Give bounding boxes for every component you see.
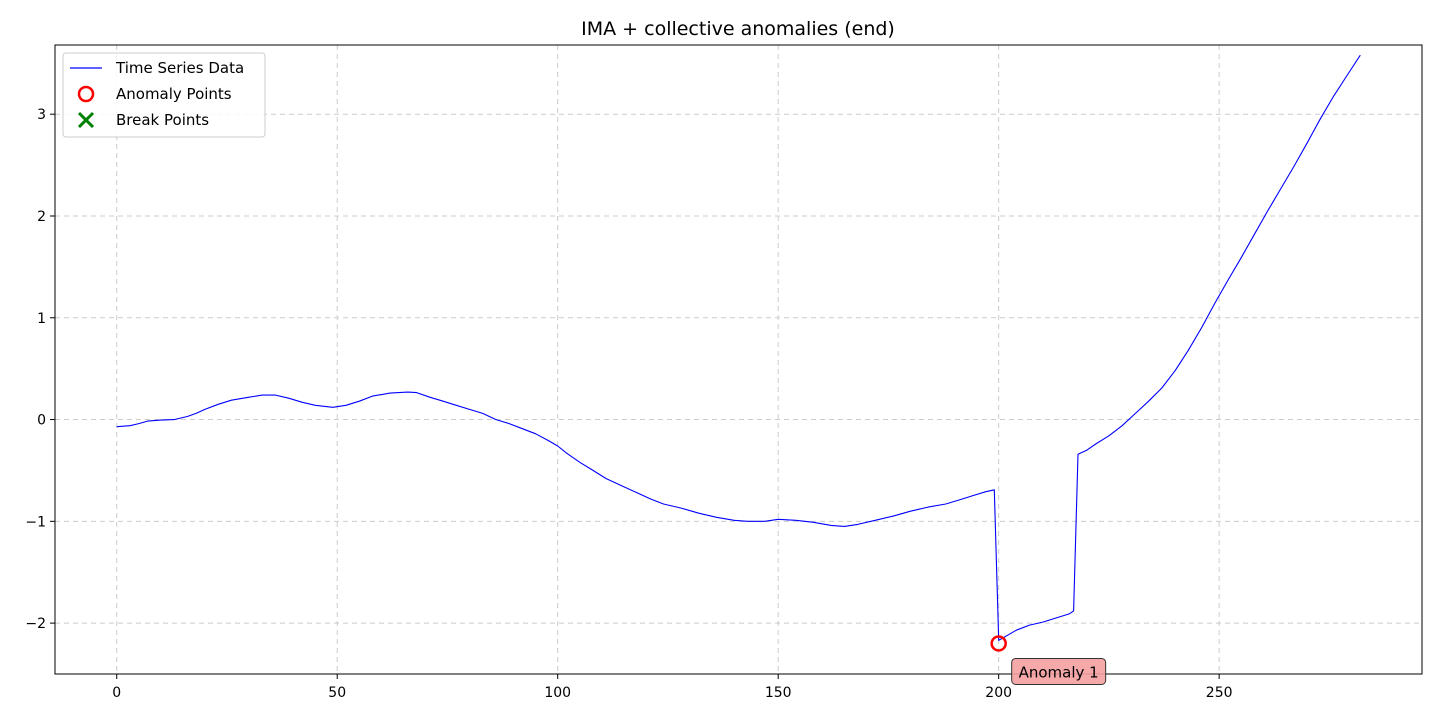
y-tick-label: −2 <box>25 616 46 632</box>
chart-title: IMA + collective anomalies (end) <box>581 18 895 40</box>
axes-layer: 0 50 100 150 200 250 −2 −1 0 1 2 3 <box>25 44 1423 701</box>
grid-layer <box>55 45 1422 674</box>
y-tick-label: 3 <box>37 107 46 123</box>
legend-label: Time Series Data <box>115 59 244 77</box>
legend-label: Anomaly Points <box>116 85 232 103</box>
x-tick-label: 150 <box>765 685 792 701</box>
y-tick-label: −1 <box>25 514 46 530</box>
series-line <box>116 54 1361 641</box>
anomaly-point-marker <box>990 635 1007 652</box>
annotation-box <box>1011 657 1107 685</box>
data-layer <box>116 54 1361 652</box>
plot-frame <box>54 44 1423 675</box>
y-tick-label: 2 <box>37 209 46 225</box>
legend: Time Series Data Anomaly Points Break Poin… <box>62 52 266 138</box>
legend-label: Break Points <box>116 111 209 129</box>
annotation-layer: Anomaly 1 <box>1011 657 1107 685</box>
x-tick-label: 0 <box>112 685 121 701</box>
legend-circle-swatch <box>77 85 95 103</box>
annotation-label: Anomaly 1 <box>1019 663 1099 681</box>
y-tick-label: 0 <box>37 413 46 429</box>
x-tick-label: 250 <box>1206 685 1233 701</box>
x-tick-label: 200 <box>985 685 1012 701</box>
legend-box <box>62 52 266 138</box>
x-tick-label: 50 <box>328 685 346 701</box>
y-tick-label: 1 <box>37 311 46 327</box>
legend-x-swatch <box>77 111 95 129</box>
x-tick-label: 100 <box>544 685 571 701</box>
